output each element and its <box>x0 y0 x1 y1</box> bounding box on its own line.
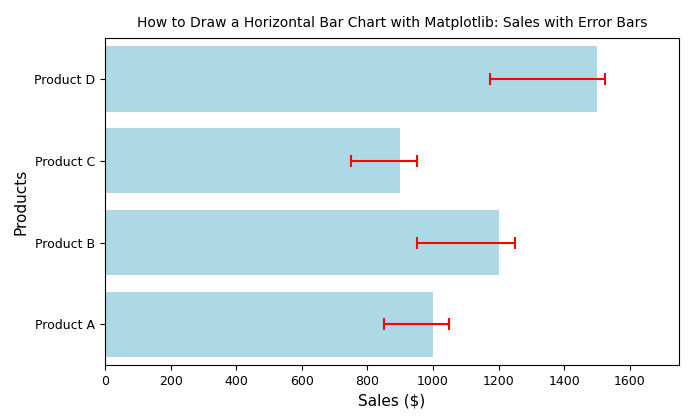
Bar <box>105 46 597 111</box>
Bar <box>105 128 400 193</box>
Title: How to Draw a Horizontal Bar Chart with Matplotlib: Sales with Error Bars: How to Draw a Horizontal Bar Chart with … <box>136 16 648 30</box>
Bar <box>105 210 498 276</box>
X-axis label: Sales ($): Sales ($) <box>358 394 426 409</box>
Bar <box>105 291 433 357</box>
Y-axis label: Products: Products <box>13 168 29 235</box>
